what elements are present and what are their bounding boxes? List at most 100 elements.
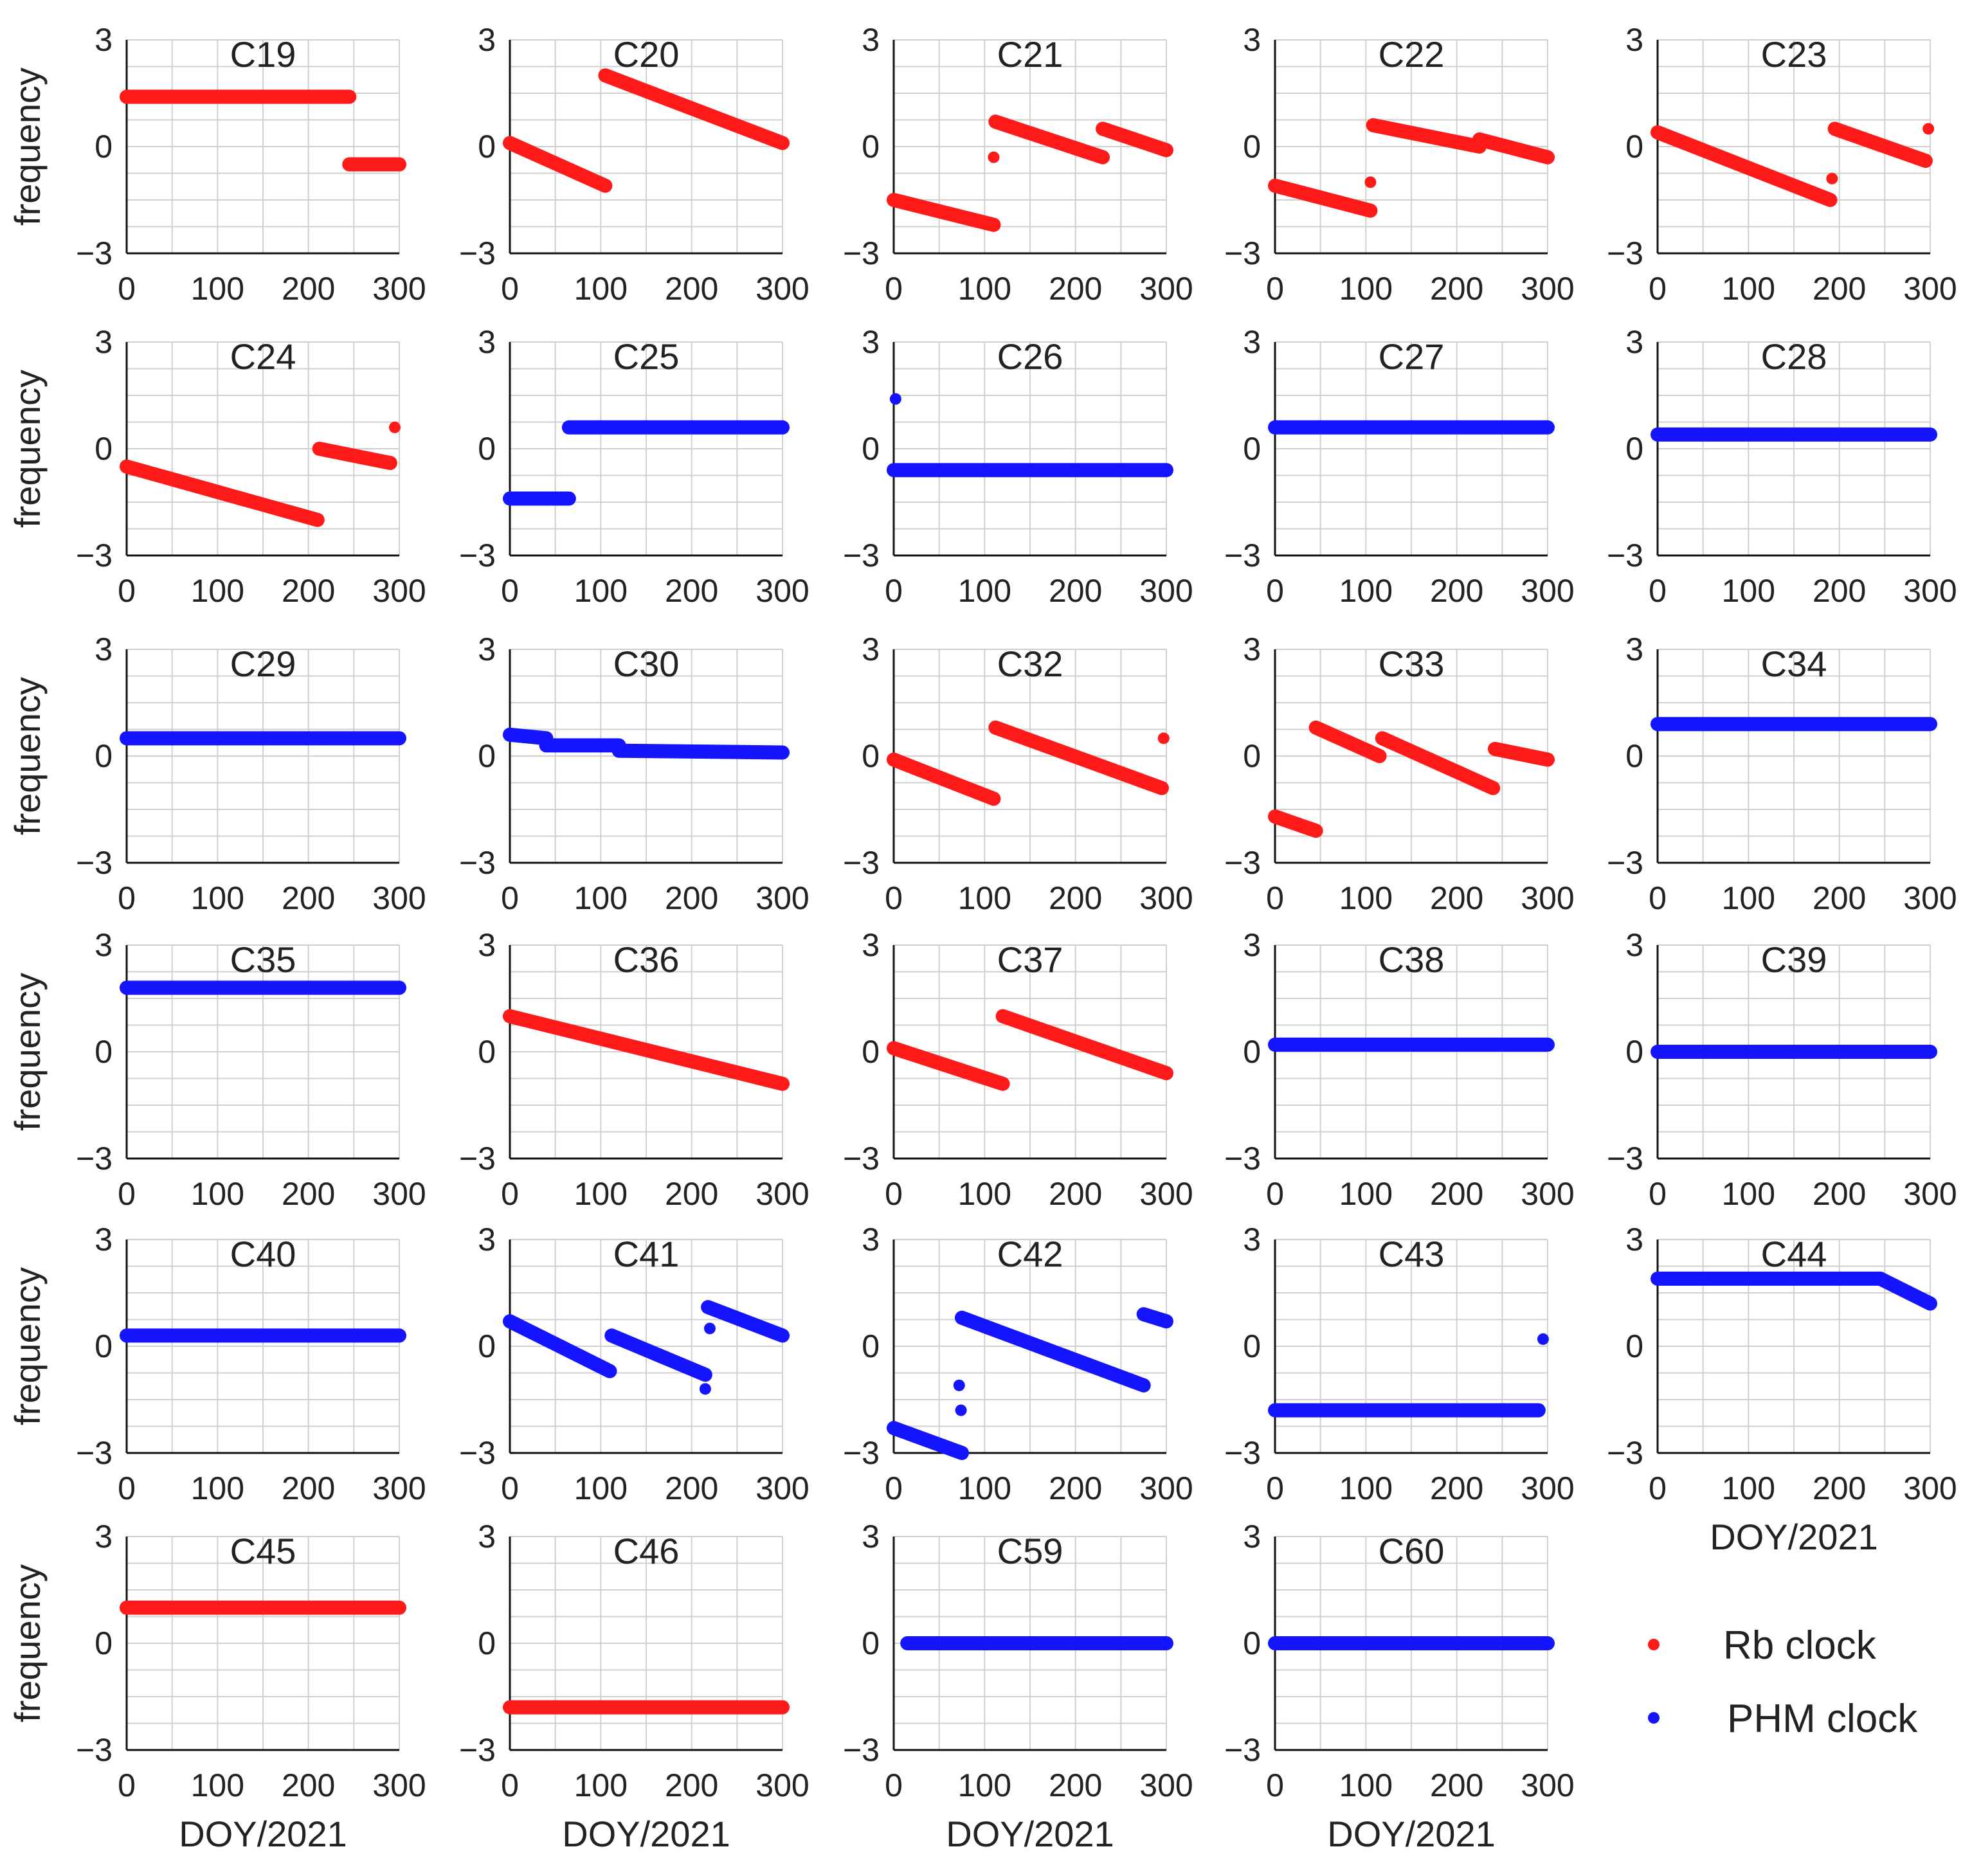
- x-axis-label: DOY/2021: [1327, 1814, 1496, 1854]
- y-tick-label: 3: [862, 927, 880, 963]
- subplot-title: C33: [1379, 644, 1445, 684]
- subplot-title: C28: [1761, 336, 1827, 377]
- y-tick-label: −3: [843, 845, 880, 881]
- y-tick-label: 3: [95, 631, 113, 667]
- y-tick-label: −3: [459, 845, 496, 881]
- y-tick-label: −3: [843, 537, 880, 573]
- data-series-segment: [1308, 720, 1387, 763]
- x-tick-label: 0: [1649, 880, 1667, 916]
- y-tick-label: 3: [1243, 22, 1261, 58]
- y-tick-label: 3: [478, 631, 496, 667]
- data-point: [1537, 1333, 1549, 1345]
- data-point: [388, 421, 401, 433]
- subplot-title: C22: [1379, 34, 1445, 75]
- x-tick-label: 300: [1139, 1470, 1193, 1506]
- y-tick-label: −3: [76, 235, 113, 271]
- y-tick-label: 3: [862, 324, 880, 360]
- subplot-title: C24: [230, 336, 296, 377]
- y-tick-label: 0: [1243, 738, 1261, 774]
- y-tick-label: −3: [843, 235, 880, 271]
- data-series-segment: [604, 1328, 712, 1382]
- subplot-title: C45: [230, 1531, 296, 1571]
- data-series-segment: [598, 68, 790, 150]
- y-tick-label: −3: [459, 235, 496, 271]
- subplot-title: C29: [230, 644, 296, 684]
- y-tick-label: 3: [95, 1519, 113, 1555]
- subplot-title: C60: [1379, 1531, 1445, 1571]
- x-tick-label: 100: [1339, 271, 1393, 307]
- x-tick-label: 300: [1139, 573, 1193, 609]
- x-tick-label: 200: [1813, 271, 1866, 307]
- y-tick-label: −3: [76, 1732, 113, 1768]
- y-tick-label: −3: [76, 845, 113, 881]
- x-tick-label: 100: [574, 1470, 628, 1506]
- x-tick-label: 0: [501, 880, 519, 916]
- x-tick-label: 100: [1722, 880, 1775, 916]
- x-tick-label: 100: [958, 573, 1011, 609]
- data-series-segment: [1488, 741, 1555, 767]
- x-tick-label: 200: [1430, 573, 1483, 609]
- data-series-segment: [1651, 125, 1838, 207]
- x-tick-label: 100: [191, 880, 244, 916]
- y-tick-label: 0: [1243, 1034, 1261, 1070]
- x-tick-label: 300: [372, 1176, 426, 1212]
- x-tick-label: 100: [1722, 573, 1775, 609]
- x-tick-label: 100: [191, 271, 244, 307]
- y-axis-label: frequency: [7, 677, 48, 835]
- x-tick-label: 300: [1903, 271, 1957, 307]
- y-tick-label: 0: [1243, 129, 1261, 165]
- x-tick-label: 100: [574, 271, 628, 307]
- subplot-title: C19: [230, 34, 296, 75]
- data-series-segment: [988, 720, 1169, 795]
- x-tick-label: 0: [885, 1176, 903, 1212]
- x-tick-label: 300: [1139, 271, 1193, 307]
- y-tick-label: 3: [1625, 22, 1643, 58]
- x-tick-label: 100: [1339, 1176, 1393, 1212]
- x-tick-label: 200: [282, 1470, 335, 1506]
- x-tick-label: 300: [372, 271, 426, 307]
- subplot-title: C39: [1761, 939, 1827, 980]
- y-tick-label: 3: [478, 22, 496, 58]
- y-tick-label: 0: [95, 129, 113, 165]
- x-tick-label: 300: [372, 880, 426, 916]
- y-tick-label: 0: [862, 1625, 880, 1661]
- y-tick-label: −3: [1607, 1141, 1643, 1177]
- y-tick-label: 3: [1243, 324, 1261, 360]
- y-tick-label: 0: [95, 738, 113, 774]
- data-series-segment: [611, 743, 790, 760]
- x-tick-label: 300: [755, 573, 809, 609]
- y-tick-label: 3: [1625, 927, 1643, 963]
- data-series-segment: [1375, 731, 1501, 795]
- x-tick-label: 200: [282, 271, 335, 307]
- x-tick-label: 0: [1649, 573, 1667, 609]
- y-tick-label: 0: [1243, 1625, 1261, 1661]
- x-tick-label: 0: [501, 573, 519, 609]
- legend-rb-label: Rb clock: [1723, 1623, 1877, 1668]
- x-tick-label: 200: [282, 1176, 335, 1212]
- x-tick-label: 300: [755, 880, 809, 916]
- x-tick-label: 300: [1903, 1470, 1957, 1506]
- data-point: [953, 1379, 965, 1391]
- x-tick-label: 100: [191, 573, 244, 609]
- y-tick-label: 3: [478, 927, 496, 963]
- y-tick-label: 0: [1243, 431, 1261, 467]
- y-tick-label: −3: [76, 1141, 113, 1177]
- y-axis-label: frequency: [7, 68, 48, 226]
- x-tick-label: 300: [1139, 880, 1193, 916]
- x-tick-label: 0: [885, 1470, 903, 1506]
- y-tick-label: 3: [1243, 1519, 1261, 1555]
- y-axis-label: frequency: [7, 1267, 48, 1425]
- data-series-segment: [1366, 118, 1487, 154]
- x-tick-label: 100: [574, 1176, 628, 1212]
- x-tick-label: 100: [1339, 573, 1393, 609]
- x-tick-label: 200: [665, 880, 718, 916]
- y-tick-label: −3: [459, 537, 496, 573]
